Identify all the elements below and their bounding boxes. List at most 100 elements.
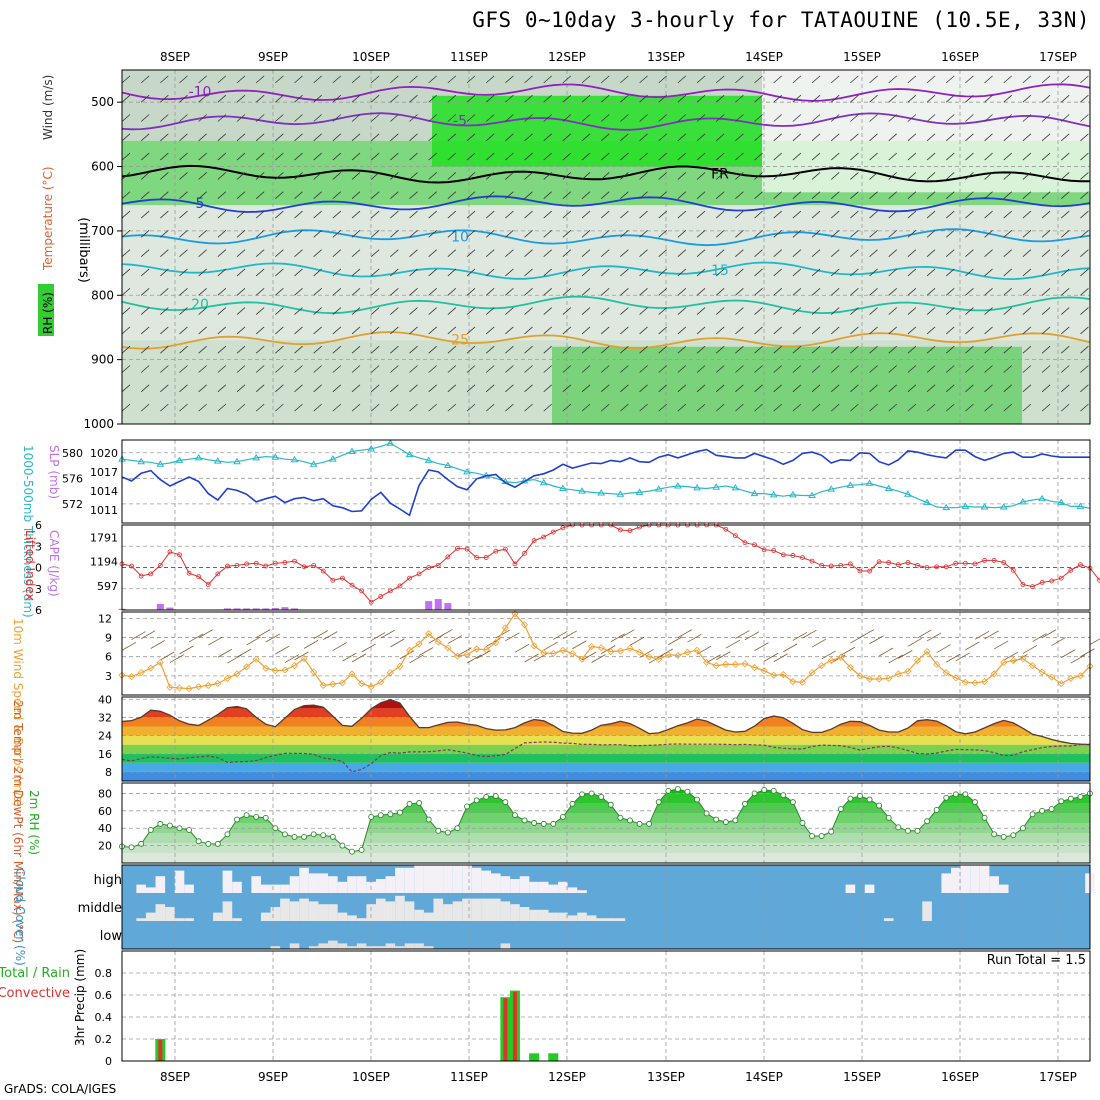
wind-barb bbox=[524, 172, 533, 180]
wind-barb bbox=[735, 94, 744, 103]
wind-barb bbox=[945, 268, 955, 277]
wind-barb bbox=[543, 172, 552, 180]
wind-barb bbox=[466, 249, 476, 257]
wind-barb bbox=[984, 191, 993, 200]
wind-barb bbox=[543, 326, 552, 335]
wind-barb bbox=[888, 210, 897, 219]
wind-barb bbox=[160, 384, 169, 393]
surface-wind-barb bbox=[1041, 629, 1057, 639]
y-tick-label: 800 bbox=[91, 288, 114, 302]
precip-convective-bar bbox=[512, 991, 517, 1061]
wind-barb bbox=[600, 152, 610, 161]
wind-speed-point bbox=[252, 655, 260, 663]
thickness-point bbox=[578, 487, 586, 494]
wind-barb bbox=[715, 365, 725, 373]
wind-barb bbox=[850, 268, 859, 277]
wind-speed-point bbox=[981, 678, 989, 686]
rh-point bbox=[818, 833, 825, 839]
wind-barb bbox=[255, 172, 265, 180]
cloud-high-bar bbox=[270, 884, 281, 893]
wind-barb bbox=[945, 114, 955, 122]
wind-barb bbox=[658, 191, 667, 200]
li-tick-label: 6 bbox=[35, 604, 42, 617]
temp-band bbox=[122, 762, 1090, 772]
wind-barb bbox=[984, 152, 993, 161]
date-label-bottom: 14SEP bbox=[745, 1070, 783, 1084]
wind-barb bbox=[984, 75, 993, 84]
thickness-point bbox=[884, 484, 893, 492]
wind-barb bbox=[447, 191, 457, 200]
wind-speed-point bbox=[377, 678, 385, 686]
slp-tick-label: 1017 bbox=[90, 466, 118, 479]
wind-barb bbox=[351, 307, 361, 315]
li-point bbox=[263, 563, 269, 569]
wind-barb bbox=[984, 94, 993, 103]
wind-barb bbox=[850, 365, 859, 373]
wind-barb bbox=[505, 307, 514, 315]
cape-axis-label: CAPE (J/kg) bbox=[47, 530, 61, 597]
wind-barb bbox=[1080, 210, 1089, 219]
wind-barb bbox=[1080, 230, 1089, 238]
wind-barb bbox=[869, 172, 878, 180]
cloud-high-bar bbox=[558, 881, 568, 893]
wind-barb bbox=[447, 307, 457, 315]
wind-barb bbox=[792, 287, 802, 296]
cape-bar bbox=[252, 608, 260, 610]
wind-barb bbox=[351, 249, 361, 257]
wind-barb bbox=[696, 403, 706, 412]
cloud-middle-bar bbox=[385, 901, 396, 921]
wind-barb bbox=[773, 249, 782, 257]
cloud-middle-bar bbox=[490, 898, 501, 921]
wind-barb bbox=[428, 403, 437, 412]
li-point bbox=[416, 571, 422, 577]
wind-barb bbox=[160, 94, 169, 103]
wind-speed-point bbox=[693, 646, 701, 654]
contour-label: 25 bbox=[451, 332, 469, 348]
wind-barb bbox=[965, 249, 974, 257]
wind-speed-point bbox=[405, 646, 414, 654]
rh-band-dry bbox=[762, 70, 1092, 193]
wind-barb bbox=[447, 114, 457, 122]
wind-barb bbox=[543, 268, 552, 277]
wind-barb bbox=[543, 287, 552, 296]
wind-barb bbox=[1003, 152, 1013, 161]
wind-barb bbox=[562, 326, 572, 335]
thickness-point bbox=[137, 457, 146, 465]
wind-barb bbox=[850, 172, 859, 180]
wind-barb bbox=[696, 94, 706, 103]
wind-barb bbox=[466, 210, 476, 219]
wind-barb bbox=[179, 249, 188, 257]
cloud-middle-bar bbox=[366, 904, 376, 921]
wind-speed-point bbox=[894, 670, 902, 678]
wind-barb bbox=[945, 210, 955, 219]
li-point bbox=[186, 570, 192, 576]
wind-barb bbox=[198, 268, 207, 277]
wind-barb bbox=[1060, 191, 1070, 200]
wind-barb bbox=[351, 172, 361, 180]
wind-barb bbox=[179, 191, 188, 200]
thickness-point bbox=[348, 447, 356, 454]
cape-bar bbox=[271, 607, 279, 610]
wind-barb bbox=[696, 210, 706, 219]
wind-barb bbox=[773, 152, 782, 161]
wind-barb bbox=[1080, 191, 1089, 200]
wind-barb bbox=[677, 268, 687, 277]
surface-wind-barb bbox=[773, 653, 788, 663]
surface-wind-barb bbox=[495, 629, 510, 639]
wind-barb bbox=[390, 345, 399, 354]
rh-point bbox=[981, 814, 988, 821]
surface-wind-barb bbox=[313, 630, 328, 639]
rh-point bbox=[1010, 832, 1017, 839]
wind-barb bbox=[1080, 75, 1089, 84]
thickness-point bbox=[271, 453, 280, 460]
wind-barb bbox=[466, 94, 476, 103]
wind-barb bbox=[907, 403, 917, 412]
wind-barb bbox=[581, 287, 591, 296]
wind-barb bbox=[811, 191, 821, 200]
surface-wind-barb bbox=[505, 632, 520, 642]
wind-barb bbox=[466, 152, 476, 161]
wind-barb bbox=[447, 133, 457, 142]
cloud-middle-bar bbox=[558, 912, 568, 921]
wind-speed-point bbox=[473, 645, 481, 653]
